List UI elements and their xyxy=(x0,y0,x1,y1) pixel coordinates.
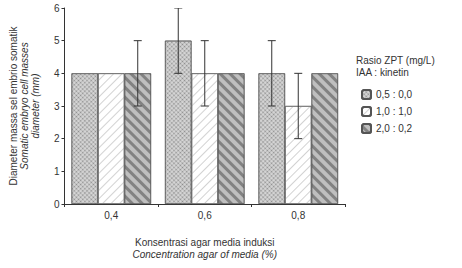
svg-text:0,4: 0,4 xyxy=(104,210,118,221)
svg-text:1: 1 xyxy=(54,166,60,177)
svg-text:Rasio ZPT (mg/L): Rasio ZPT (mg/L) xyxy=(356,55,435,66)
svg-text:Diameter massa sel embrio soma: Diameter massa sel embrio somatik xyxy=(8,26,19,186)
svg-text:0: 0 xyxy=(54,199,60,210)
svg-text:6: 6 xyxy=(54,3,60,14)
svg-text:Konsentrasi agar media induksi: Konsentrasi agar media induksi xyxy=(135,237,275,248)
svg-text:0,5 : 0,0: 0,5 : 0,0 xyxy=(376,89,413,100)
svg-text:Somatic embryo cell masses: Somatic embryo cell masses xyxy=(19,42,30,169)
svg-text:2,0 : 0,2: 2,0 : 0,2 xyxy=(376,123,413,134)
svg-text:0,6: 0,6 xyxy=(198,210,212,221)
svg-text:IAA : kinetin: IAA : kinetin xyxy=(356,67,409,78)
svg-text:1,0 : 1,0: 1,0 : 1,0 xyxy=(376,106,413,117)
svg-text:0,8: 0,8 xyxy=(291,210,305,221)
svg-text:5: 5 xyxy=(54,35,60,46)
svg-text:2: 2 xyxy=(54,133,60,144)
svg-text:3: 3 xyxy=(54,101,60,112)
svg-text:Concentration agar of media (%: Concentration agar of media (%) xyxy=(132,249,277,260)
svg-text:diameter (mm): diameter (mm) xyxy=(30,73,41,138)
svg-text:4: 4 xyxy=(54,68,60,79)
